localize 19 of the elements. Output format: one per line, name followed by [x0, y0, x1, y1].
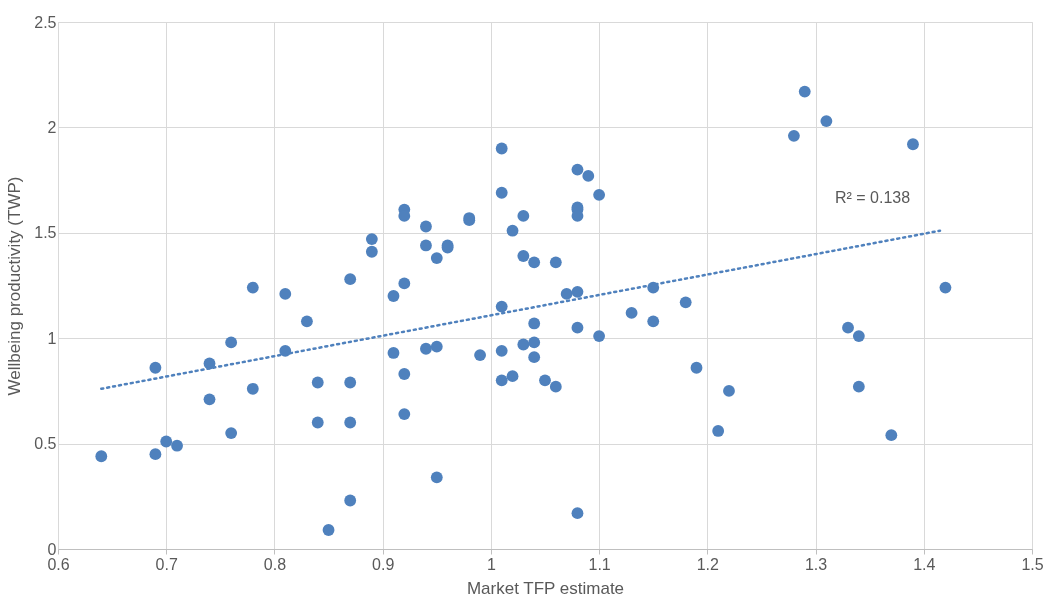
x-tick-label: 1.4: [913, 555, 936, 573]
x-tick-label: 1.5: [1021, 555, 1044, 573]
annotation: R² = 0.138: [835, 189, 911, 206]
y-tick-label: 2.5: [34, 13, 57, 31]
y-tick-label: 1.5: [34, 224, 57, 242]
y-axis-title: Wellbeing productivity (TWP): [5, 176, 25, 396]
x-tick-label: 0.6: [47, 555, 70, 573]
x-tick-label: 1.3: [804, 555, 828, 573]
y-tick-label: 2: [47, 118, 57, 136]
x-tick-label: 1.2: [696, 555, 720, 573]
y-tick-label: 1: [47, 329, 57, 347]
x-tick-label: 1: [486, 555, 496, 573]
x-tick-label: 0.9: [372, 555, 395, 573]
y-tick-label: 0.5: [34, 435, 57, 453]
y-tick-label: 0: [47, 540, 57, 558]
x-axis-title: Market TFP estimate: [466, 578, 625, 598]
x-tick-label: 0.8: [263, 555, 287, 573]
x-tick-label: 1.1: [588, 555, 611, 573]
x-tick-label: 0.7: [155, 555, 178, 573]
